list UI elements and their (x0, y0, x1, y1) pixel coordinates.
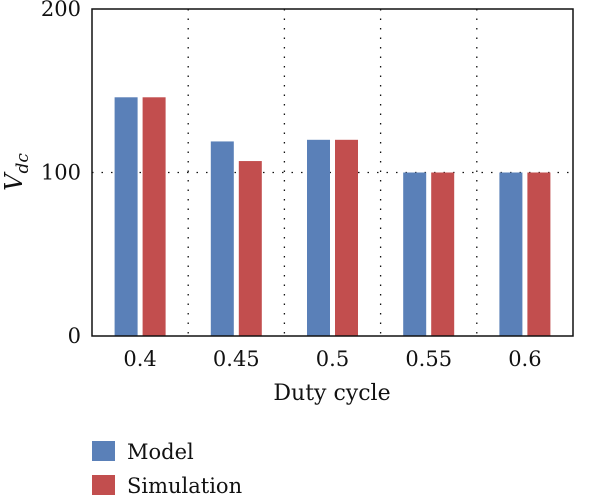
legend-swatch-simulation (92, 475, 115, 495)
y-axis-label-subscript: dc (13, 153, 33, 174)
plot-frame (91, 8, 574, 337)
bar-model-0.4 (114, 97, 138, 336)
x-axis-label: Duty cycle (273, 381, 390, 406)
y-tick-label: 0 (68, 324, 81, 348)
x-tick-label: 0.6 (508, 347, 541, 371)
y-axis-label-main: V (0, 171, 28, 191)
bar-model-0.5 (307, 139, 330, 336)
legend-label-simulation: Simulation (127, 474, 242, 496)
x-tick-label: 0.4 (123, 347, 156, 371)
bar-model-0.45 (210, 141, 234, 336)
x-tick-labels: 0.4 0.45 0.5 0.55 0.6 (123, 347, 541, 371)
bar-simulation-0.6 (527, 172, 551, 336)
legend: Model Simulation (92, 440, 242, 496)
y-tick-label: 200 (41, 0, 81, 21)
bar-model-0.6 (499, 172, 523, 336)
y-tick-label: 100 (41, 161, 81, 185)
legend-label-model: Model (127, 440, 194, 464)
bar-simulation-0.45 (238, 161, 262, 336)
bars (114, 97, 551, 336)
y-tick-labels: 0 100 200 (41, 0, 81, 348)
bar-simulation-0.55 (431, 172, 455, 336)
legend-swatch-model (92, 441, 115, 461)
bar-simulation-0.5 (335, 139, 358, 336)
bar-model-0.55 (403, 172, 427, 336)
bar-simulation-0.4 (142, 97, 166, 336)
x-tick-label: 0.55 (405, 347, 452, 371)
y-axis-label: Vdc (0, 153, 33, 191)
x-tick-label: 0.45 (213, 347, 260, 371)
x-tick-label: 0.5 (316, 347, 349, 371)
